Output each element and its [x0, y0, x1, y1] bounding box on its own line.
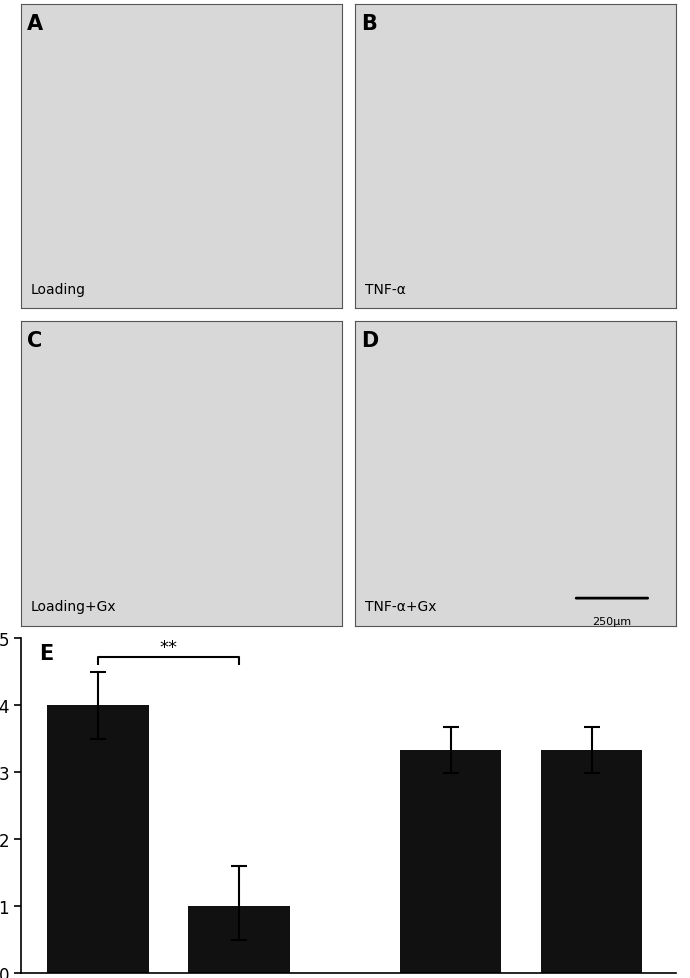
Text: Loading+Gx: Loading+Gx	[30, 600, 116, 614]
Text: Loading: Loading	[30, 283, 86, 297]
Text: C: C	[27, 331, 42, 351]
Bar	[188, 907, 290, 973]
Text: A: A	[27, 14, 43, 34]
Text: TNF-α: TNF-α	[364, 283, 406, 297]
Text: 250μm: 250μm	[593, 617, 631, 627]
Text: D: D	[362, 331, 379, 351]
Bar	[48, 705, 149, 973]
Text: **: **	[159, 638, 178, 656]
Bar	[541, 750, 642, 973]
Text: B: B	[362, 14, 377, 34]
Text: TNF-α+Gx: TNF-α+Gx	[364, 600, 436, 614]
Bar	[400, 750, 502, 973]
Text: E: E	[39, 644, 53, 663]
